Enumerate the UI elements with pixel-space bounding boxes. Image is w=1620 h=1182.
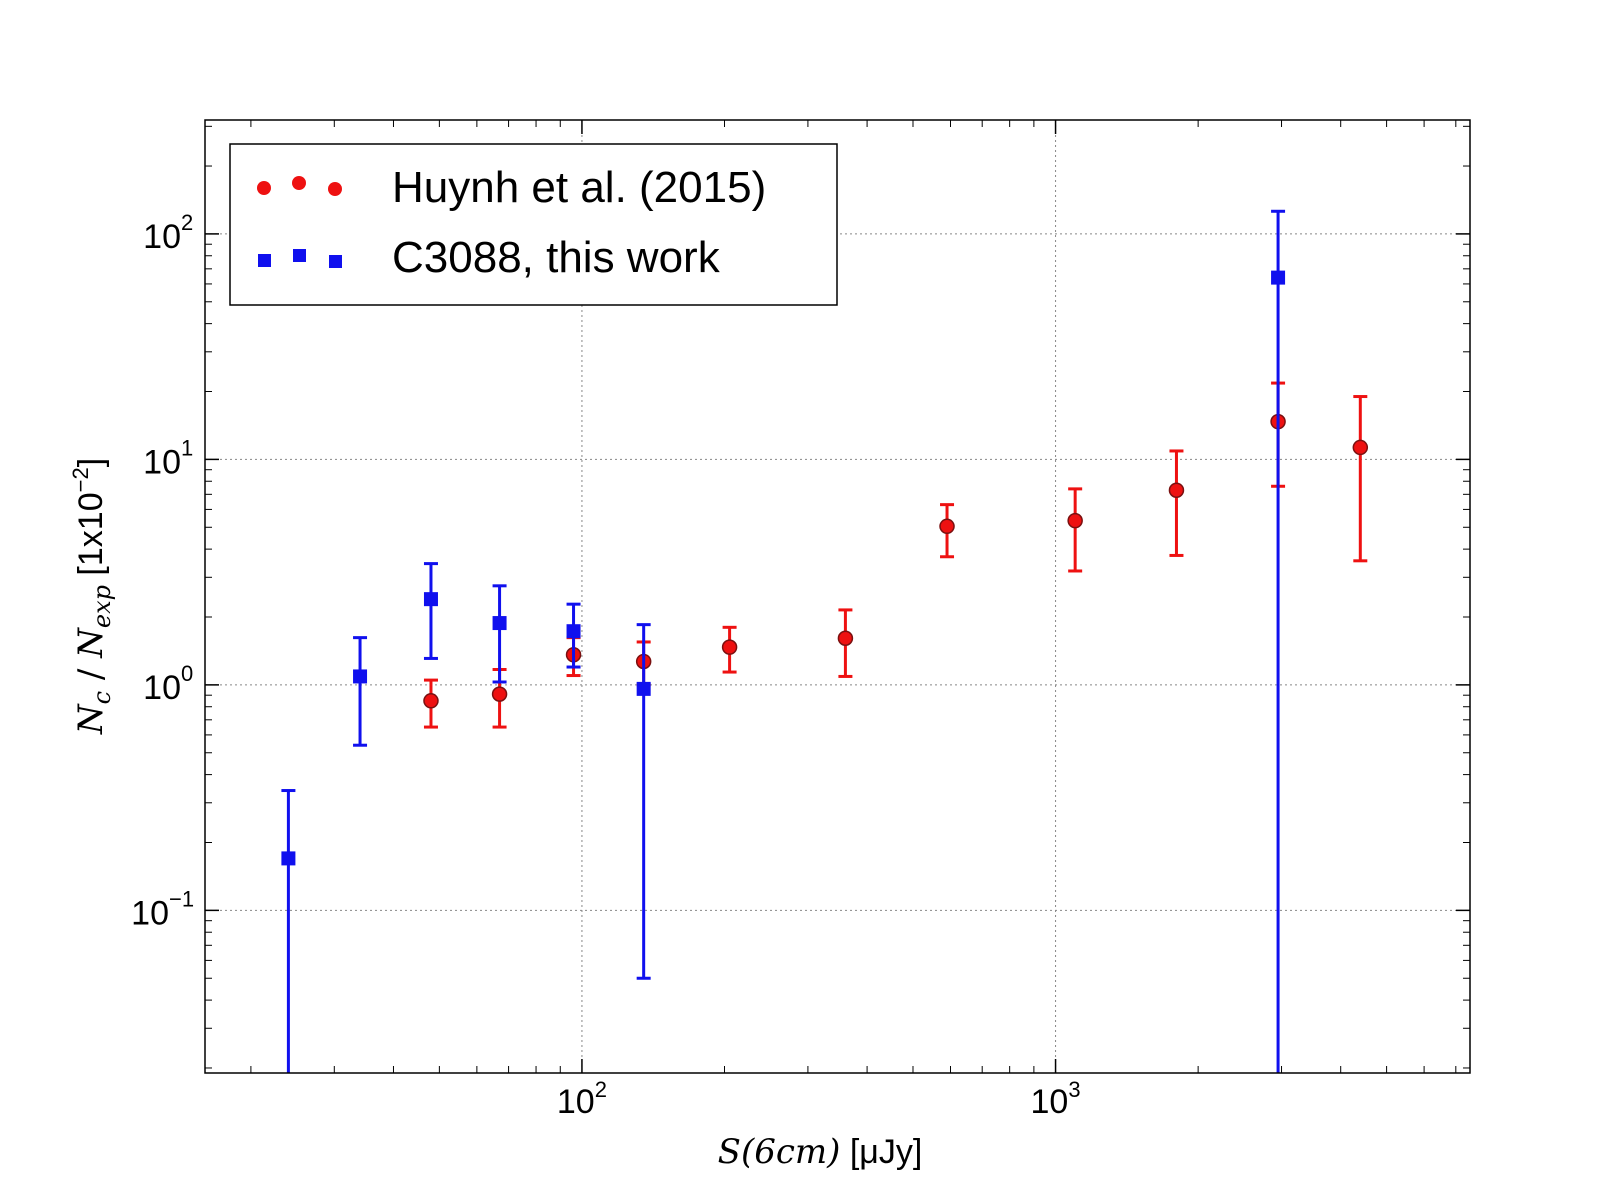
y-tick-exponent: 2 (181, 210, 193, 235)
legend-label-c3088: C3088, this work (392, 233, 721, 282)
y-tick-exponent: 0 (181, 661, 193, 686)
series-c3088 (281, 209, 1286, 1073)
major-ticks (205, 120, 1470, 1073)
x-tick-label: 102 (557, 1077, 607, 1121)
series-layer (281, 209, 1369, 1073)
data-point (1271, 270, 1286, 285)
series-huynh (423, 381, 1369, 729)
legend-huynh-dot-1 (257, 181, 271, 195)
data-point (636, 681, 651, 696)
y-label-sub-exp: exp (88, 585, 116, 628)
y-axis-label: Nc / Nexp [1x10−2] (68, 458, 116, 735)
y-label-n2: N (71, 627, 111, 659)
x-tick-base: 10 (1031, 1083, 1069, 1121)
data-point (837, 630, 854, 646)
x-axis-label-math: S(6cm) (718, 1132, 841, 1172)
plot-frame (204, 119, 1471, 1074)
data-point (1352, 439, 1369, 456)
x-axis-label-unit: [μJy] (840, 1133, 922, 1171)
data-point (1067, 512, 1083, 529)
x-tick-label: 103 (1031, 1077, 1081, 1121)
legend-label-huynh: Huynh et al. (2015) (392, 163, 766, 212)
legend: Huynh et al. (2015) C3088, this work (229, 143, 838, 306)
data-point (423, 592, 438, 607)
legend-marker-huynh (257, 176, 342, 196)
legend-c3088-sq-1 (258, 254, 271, 267)
y-label-sub-c: c (88, 691, 116, 704)
y-tick-label: 10 (131, 894, 169, 932)
data-point (1168, 482, 1185, 498)
data-point (492, 616, 507, 631)
y-label-unit: [1x10 (72, 492, 110, 585)
y-label-unit-exp: −2 (68, 467, 93, 492)
x-tick-exponent: 2 (595, 1077, 607, 1102)
legend-c3088-sq-3 (329, 255, 342, 268)
data-point (423, 693, 439, 709)
y-tick-label: 10 (143, 443, 181, 481)
legend-c3088-sq-2 (293, 249, 306, 262)
y-tick-label: 10 (143, 669, 181, 707)
y-tick-exponent: −1 (169, 886, 194, 911)
y-label-unit-close: ] (72, 458, 110, 467)
y-tick-exponent: 1 (181, 435, 193, 460)
y-tick-label: 10 (143, 218, 181, 256)
data-point (491, 686, 508, 702)
data-point (281, 851, 296, 866)
data-point (939, 518, 955, 535)
x-axis-label: S(6cm) [μJy] (718, 1132, 923, 1172)
x-tick-exponent: 3 (1068, 1077, 1080, 1102)
data-point (721, 639, 738, 655)
legend-huynh-dot-2 (292, 176, 306, 190)
data-point (566, 624, 581, 639)
x-tick-base: 10 (557, 1083, 595, 1121)
legend-box (229, 143, 838, 306)
legend-huynh-dot-3 (328, 182, 342, 196)
data-point (353, 669, 368, 684)
y-label-n1: N (71, 703, 111, 735)
y-label-slash: / (71, 658, 111, 691)
minor-ticks (205, 120, 1470, 1073)
legend-marker-c3088 (258, 249, 342, 268)
